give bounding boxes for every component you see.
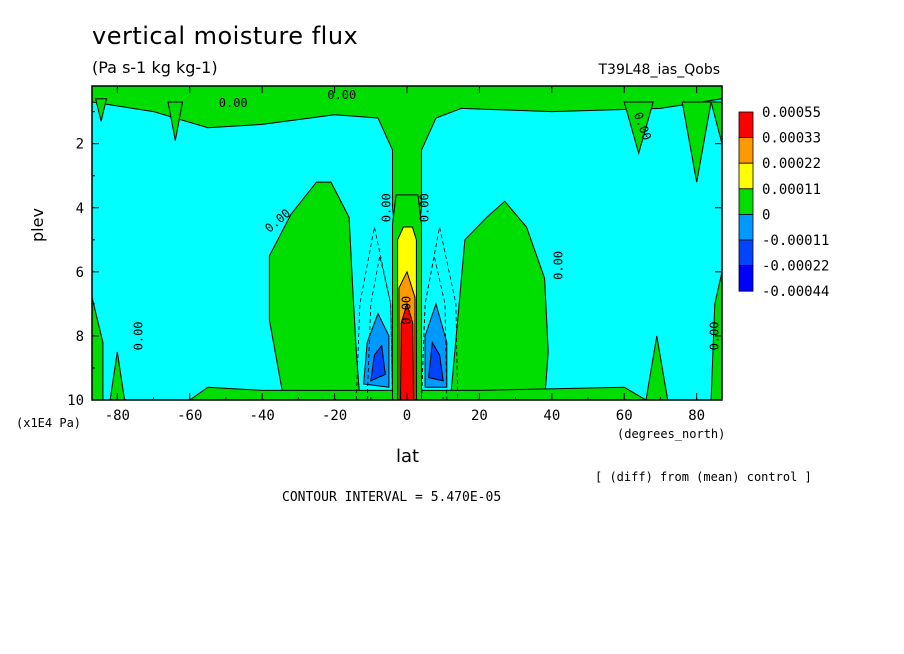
x-tick-label: -80 <box>105 408 130 424</box>
colorbar-swatch <box>738 111 754 139</box>
contour-region-blue-left-core <box>370 344 386 382</box>
colorbar-label: 0.00022 <box>762 156 821 172</box>
colorbar-swatch <box>738 265 754 292</box>
contour-label: 0.00 <box>400 296 414 325</box>
x-tick-label: 80 <box>688 408 705 424</box>
x-axis-unit: (degrees_north) <box>617 427 726 441</box>
x-tick-label: 0 <box>403 408 411 424</box>
x-tick-label: -60 <box>177 408 202 424</box>
contour-labels: 0.000.000.000.00 0.00 0.000.000.000.000.00 <box>132 88 722 351</box>
chart-units: (Pa s-1 kg kg-1) <box>92 58 218 77</box>
contour-label: 0.00 <box>380 193 394 222</box>
colorbar-swatch <box>738 137 754 164</box>
negative-contour-lines <box>355 226 459 401</box>
x-axis-label: lat <box>396 446 420 467</box>
contour-region-spike-left <box>94 98 108 122</box>
diff-note: [ (diff) from (mean) control ] <box>595 470 812 484</box>
contour-region-lobe-north <box>449 200 549 401</box>
contour-label: 0.00 <box>418 193 432 222</box>
colorbar-label: 0 <box>762 207 770 223</box>
contour-label: 0.00 <box>327 88 356 102</box>
y-axis-unit: (x1E4 Pa) <box>16 416 82 430</box>
colorbar-swatch <box>738 213 754 241</box>
colorbar-swatch <box>738 188 754 215</box>
x-tick-label: 40 <box>543 408 560 424</box>
y-axis-ticks: 2 4 6 8 10 <box>67 111 722 409</box>
contour-region-spike-nh2 <box>681 101 712 183</box>
neg-contour-0 <box>355 226 393 401</box>
y-tick-label: 4 <box>76 201 84 217</box>
y-tick-label: 10 <box>67 393 84 409</box>
colorbar-legend: 0.00055 0.00033 0.00022 0.00011 0 -0.00011 -0.… <box>738 105 829 300</box>
colorbar-label: -0.00011 <box>762 233 829 249</box>
x-tick-label: -40 <box>250 408 275 424</box>
colorbar-swatch <box>738 162 754 190</box>
neg-contour-1 <box>366 255 393 401</box>
colorbar-label: -0.00022 <box>762 259 829 275</box>
contour-label: 0.00 <box>219 96 248 110</box>
y-tick-label: 8 <box>76 329 84 345</box>
contour-region-spike-nh <box>623 101 654 156</box>
y-tick-label: 2 <box>76 137 84 153</box>
contour-region-spike-sh <box>167 101 184 141</box>
colorbar-swatch <box>738 239 754 267</box>
x-tick-label: 60 <box>616 408 633 424</box>
contour-label: 0.00 <box>707 321 721 350</box>
contour-interval: CONTOUR INTERVAL = 5.470E-05 <box>282 490 502 505</box>
run-label: T39L48_ias_Qobs <box>598 62 720 78</box>
colorbar-label: 0.00033 <box>762 131 821 147</box>
y-tick-label: 6 <box>76 265 84 281</box>
contour-label: 0.00 <box>132 321 146 350</box>
x-tick-label: -20 <box>322 408 347 424</box>
chart-title: vertical moisture flux <box>92 22 359 50</box>
y-axis-label: plev <box>28 208 47 242</box>
contour-fills <box>91 85 723 401</box>
x-axis-ticks: -80 -60 -40 -20 0 20 40 60 80 <box>105 86 705 424</box>
x-tick-label: 20 <box>471 408 488 424</box>
contour-label: 0.00 <box>552 251 566 280</box>
colorbar-label: 0.00011 <box>762 182 821 198</box>
contour-region-lobe-south <box>268 181 361 401</box>
colorbar-label: -0.00044 <box>762 284 829 300</box>
contour-region-blue-right-core <box>428 340 444 382</box>
neg-contour-3 <box>421 255 448 401</box>
colorbar-label: 0.00055 <box>762 105 821 121</box>
